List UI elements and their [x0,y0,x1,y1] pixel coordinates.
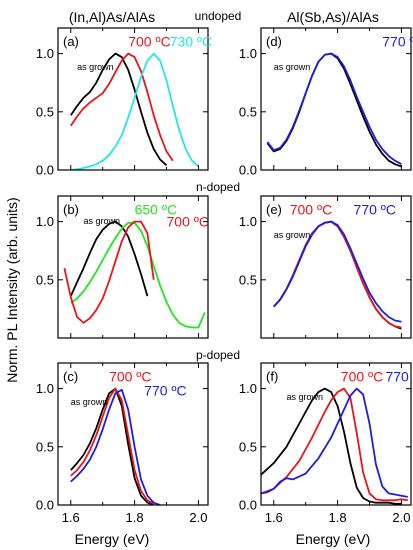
annotation-label: as grown [77,62,114,72]
series-line-1 [70,52,174,162]
series-line-1 [266,52,402,165]
panel-letter: (f) [266,369,278,384]
y-tick-label: 1.0 [36,381,54,396]
series-line-1 [261,387,408,502]
column-title-left: (In,Al)As/AlAs [69,9,155,25]
y-tick-label: 1.0 [239,381,257,396]
annotation-label: 700 ºC [128,34,170,50]
x-tick-label: 1.8 [329,510,347,525]
x-tick-label: 1.6 [265,510,283,525]
annotation-label: 700 ºC [109,369,151,385]
panel-e: 0.5 1.0 (e) 700 ºC 770 ºC as grown [239,195,412,339]
y-tick-label: 0.0 [36,163,54,178]
y-axis-label: Norm. PL Intensity (arb. units) [4,197,20,382]
panel-letter: (d) [266,34,282,49]
x-axis-label-right: Energy (eV) [296,531,371,547]
annotation-label: 650 ºC [135,202,177,218]
y-tick-label: 0.0 [36,498,54,513]
annotation-label: as grown [71,397,108,407]
y-tick-label: 1.0 [36,214,54,229]
y-tick-label: 1.0 [239,214,257,229]
series-line-1 [70,221,206,329]
y-tick-label: 1.0 [36,46,54,61]
y-tick-label: 0.5 [239,272,257,287]
series-line-0 [261,387,402,505]
y-tick-label: 1.0 [239,46,257,61]
annotation-label: as grown [274,230,311,240]
y-tick-label: 0.5 [239,439,257,454]
plot-frame [57,362,209,506]
plot-frame [260,362,412,506]
annotation-label: 770 ºC [382,34,413,50]
series-line-2 [70,388,161,505]
x-axis-label-left: Energy (eV) [75,531,150,547]
series-line-0 [70,387,155,505]
plot-frame [57,195,209,339]
y-tick-label: 0.0 [239,498,257,513]
x-tick-label: 1.8 [126,510,144,525]
panel-letter: (c) [63,369,78,384]
plot-frame [57,27,209,171]
plot-frame [260,27,412,171]
panel-letter: (b) [63,202,79,217]
panel-a: 0.0 0.5 1.0 (a) 700 ºC 730 ºC as grown [36,27,212,178]
y-tick-label: 0.5 [239,104,257,119]
panel-letter: (a) [63,34,79,49]
y-tick-label: 0.5 [36,104,54,119]
row-label-n-doped: n-doped [196,180,240,194]
row-label-p-doped: p-doped [196,348,240,362]
annotation-label: 730 ºC [170,34,212,50]
series-line-0 [70,52,168,166]
series-line-2 [63,220,155,324]
column-title-right: Al(Sb,As)/AlAs [287,9,379,25]
series-line-2 [70,52,200,170]
annotation-label: 700 ºC [167,213,209,229]
series-line-2 [261,387,408,498]
x-tick-label: 2.0 [189,510,207,525]
annotation-label: as grown [274,62,311,72]
x-tick-label: 1.6 [62,510,80,525]
annotation-label: 700 ºC [341,369,383,385]
row-label-undoped: undoped [195,9,242,23]
panel-letter: (e) [266,202,282,217]
annotation-label: as grown [287,392,324,402]
panel-d: 0.0 0.5 1.0 (d) 770 ºC as grown [239,27,413,178]
y-tick-label: 0.5 [36,439,54,454]
y-tick-label: 0.0 [239,163,257,178]
series-line-0 [69,220,149,297]
series-line-2 [273,220,402,323]
plot-frame [260,195,412,339]
annotation-label: 770 ºC [354,202,396,218]
y-tick-label: 0.5 [36,272,54,287]
series-line-1 [70,387,155,505]
annotation-label: 770 ºC [385,369,413,385]
x-tick-label: 2.0 [392,510,410,525]
annotation-label: 700 ºC [290,202,332,218]
annotation-label: 770 ºC [144,383,186,399]
annotation-label: as grown [84,216,121,226]
